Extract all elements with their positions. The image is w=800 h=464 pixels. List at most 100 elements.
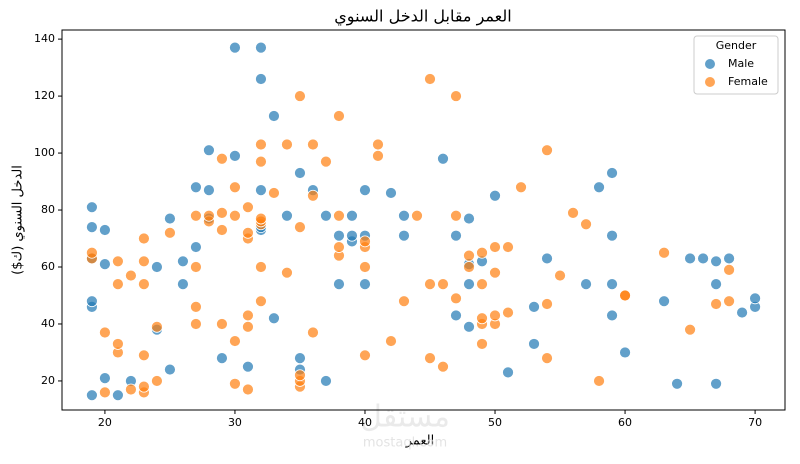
point: [502, 306, 514, 319]
point: [138, 278, 150, 290]
point: [216, 224, 228, 236]
point: [229, 41, 241, 54]
point: [619, 346, 631, 359]
point: [463, 249, 475, 262]
point: [86, 221, 98, 234]
point: [606, 309, 618, 322]
point: [138, 255, 150, 268]
y-tick-label: 100: [34, 146, 55, 159]
point: [710, 255, 722, 268]
point: [398, 229, 410, 242]
point: [710, 298, 722, 310]
point: [749, 292, 761, 305]
point: [372, 150, 384, 162]
point: [112, 338, 124, 350]
point: [463, 261, 475, 273]
point: [489, 266, 501, 279]
point: [476, 338, 488, 350]
point: [216, 352, 228, 365]
point: [333, 209, 345, 222]
point: [216, 318, 228, 330]
point: [463, 320, 475, 333]
point: [606, 229, 618, 242]
point: [658, 295, 670, 308]
legend-label: Female: [728, 75, 768, 88]
point: [606, 167, 618, 179]
point: [294, 369, 306, 382]
point: [294, 90, 306, 102]
point: [203, 209, 215, 222]
point: [268, 187, 280, 199]
point: [541, 298, 553, 310]
point: [476, 246, 488, 259]
point: [229, 335, 241, 347]
y-tick-label: 20: [41, 374, 55, 387]
point: [229, 209, 241, 222]
point: [125, 269, 137, 282]
point: [99, 224, 111, 236]
point: [294, 221, 306, 234]
point: [385, 335, 397, 347]
point: [554, 269, 566, 282]
x-tick-label: 40: [358, 416, 372, 429]
point: [268, 312, 280, 325]
point: [86, 246, 98, 259]
y-tick-label: 40: [41, 317, 55, 330]
point: [177, 278, 189, 290]
y-tick-label: 60: [41, 260, 55, 273]
point: [333, 229, 345, 242]
point: [463, 278, 475, 290]
point: [359, 349, 371, 362]
point: [125, 383, 137, 396]
point: [190, 318, 202, 330]
point: [359, 235, 371, 248]
plot-frame: [61, 29, 786, 411]
point: [528, 338, 540, 350]
point: [242, 226, 254, 239]
point: [86, 295, 98, 308]
point: [606, 278, 618, 290]
point: [164, 212, 176, 225]
point: [437, 360, 449, 373]
chart-title: العمر مقابل الدخل السنوي: [334, 7, 511, 27]
point: [255, 73, 267, 85]
point: [398, 209, 410, 222]
point: [151, 320, 163, 333]
legend-marker: [704, 76, 716, 88]
x-tick-label: 20: [98, 416, 112, 429]
point: [320, 155, 332, 168]
point: [138, 349, 150, 362]
point: [450, 309, 462, 322]
point: [541, 252, 553, 265]
point: [307, 326, 319, 339]
legend-title: Gender: [716, 39, 757, 52]
point: [567, 206, 579, 219]
point: [99, 372, 111, 384]
point: [489, 241, 501, 253]
watermark-sub: mostaql.com: [363, 436, 447, 451]
point: [229, 377, 241, 390]
point: [502, 366, 514, 379]
y-axis-label: الدخل السنوي (ك$): [11, 165, 26, 275]
point: [398, 295, 410, 308]
point: [359, 184, 371, 196]
point: [346, 229, 358, 242]
x-axis-label: العمر: [405, 434, 435, 449]
point: [658, 246, 670, 259]
point: [619, 289, 631, 302]
point: [229, 150, 241, 162]
point: [541, 144, 553, 157]
point: [242, 201, 254, 214]
x-tick-label: 70: [748, 416, 762, 429]
point: [255, 184, 267, 196]
point: [424, 73, 436, 85]
point: [190, 300, 202, 313]
point: [476, 278, 488, 290]
legend-label: Male: [728, 57, 754, 70]
point: [151, 375, 163, 387]
y-tick-label: 80: [41, 203, 55, 216]
point: [541, 352, 553, 365]
point: [359, 261, 371, 273]
point: [255, 41, 267, 54]
